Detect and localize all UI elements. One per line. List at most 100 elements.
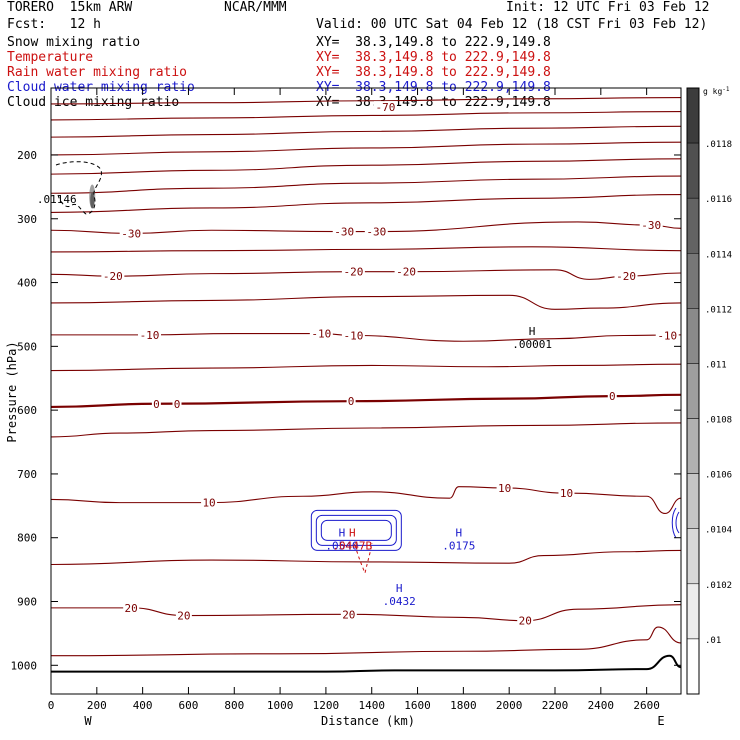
isotherm-line	[50, 486, 682, 515]
colorbar-swatch	[686, 473, 700, 529]
y-tick-label: 300	[17, 213, 37, 226]
temperature-label: -30	[334, 226, 354, 239]
y-tick-label: 1000	[11, 659, 38, 672]
plot-frame	[50, 87, 682, 695]
isotherm-line	[50, 363, 682, 372]
colorbar-tick-label: .0112	[705, 305, 732, 315]
max-value: .01146	[37, 193, 77, 206]
temperature-label-bg	[517, 614, 534, 626]
colorbar-swatch	[686, 142, 700, 199]
x-tick-label: 400	[133, 699, 153, 712]
temperature-label-bg	[101, 270, 125, 282]
temperature-label-bg	[138, 328, 162, 340]
isotherm-line	[50, 125, 682, 138]
x-tick-label: 2200	[542, 699, 569, 712]
colorbar-swatch	[686, 363, 700, 419]
max-value: .0447B	[332, 539, 372, 552]
isotherm-line	[50, 626, 682, 657]
temperature-label: 20	[519, 615, 532, 628]
isotherm-line	[50, 549, 682, 566]
x-axis-label: Distance (km)	[321, 714, 415, 728]
x-tick-label: 0	[48, 699, 55, 712]
temperature-label-bg	[151, 397, 161, 409]
temperature-label-bg	[172, 397, 182, 409]
temperature-label-bg	[175, 609, 192, 621]
y-axis-label: Pressure (hPa)	[5, 341, 19, 442]
temperature-label-bg	[364, 225, 388, 237]
temperature-label: 0	[153, 398, 160, 411]
temperature-label-bg	[332, 225, 356, 237]
isotherm-line	[50, 294, 682, 310]
x-tick-label: 600	[179, 699, 199, 712]
cloud-water-contour	[320, 519, 392, 541]
colorbar-tick-label: .0102	[705, 581, 732, 591]
x-tick-label: 1800	[450, 699, 477, 712]
colorbar-swatch	[686, 197, 700, 254]
contour-labels: -70 -30 -30 -30 -30 -20 -20 -20 -20 -10 -10 -10 -10 0…	[37, 101, 679, 628]
max-marker: H	[455, 526, 462, 539]
temperature-label: -30	[641, 219, 661, 232]
temperature-label: 10	[202, 497, 215, 510]
y-tick-label: 400	[17, 277, 37, 290]
y-tick-label: 800	[17, 532, 37, 545]
temperature-label: -30	[366, 226, 386, 239]
colorbar-swatch	[686, 308, 700, 364]
temperature-label-bg	[119, 227, 143, 239]
temperature-label-bg	[341, 265, 365, 277]
temperature-label-bg	[346, 395, 356, 407]
temperature-label: 10	[498, 482, 511, 495]
model-title: TORERO 15km ARW	[7, 0, 133, 15]
cloud-water-contour	[310, 509, 402, 551]
forecast-hour: Fcst: 12 h	[7, 17, 101, 32]
valid-time: Valid: 00 UTC Sat 04 Feb 12 (18 CST Fri …	[316, 17, 708, 32]
max-marker: H	[339, 526, 346, 539]
colorbar-swatch	[686, 418, 700, 474]
x-tick-label: 1400	[358, 699, 385, 712]
isotherm-line	[50, 141, 682, 156]
colorbar-tick-label: .0114	[705, 250, 732, 260]
temperature-label: -30	[121, 227, 141, 240]
max-value: .0175	[442, 539, 475, 552]
temperature-label: -70	[376, 101, 396, 114]
isotherm-line	[51, 604, 682, 622]
cloud-water-contour-edge	[671, 507, 677, 539]
max-marker: H	[396, 582, 403, 595]
axes: 0 200 400 600 800 1000 1200 1400 1600 1800 2000 220…	[11, 88, 681, 712]
colorbar-swatch	[686, 583, 700, 640]
x-axis-west-label: W	[84, 714, 92, 728]
temperature-label-bg	[655, 329, 679, 341]
x-tick-label: 1600	[404, 699, 431, 712]
x-tick-label: 2400	[588, 699, 615, 712]
temperature-label: 0	[348, 395, 355, 408]
legend-temperature-label: Temperature	[7, 50, 94, 65]
temperature-label-bg	[394, 265, 418, 277]
legend-snow-xy: XY= 38.3,149.8 to 222.9,149.8	[316, 35, 551, 50]
temperature-label-bg	[123, 601, 140, 613]
temperature-label-bg	[340, 608, 357, 620]
temperature-label: 0	[609, 390, 616, 403]
isotherm-line	[50, 175, 682, 194]
isotherm-line	[50, 246, 682, 253]
colorbar-tick-label: .01	[705, 636, 721, 646]
cloud-water-contour-edge	[675, 511, 680, 534]
temperature-label-bg	[496, 481, 513, 493]
isotherm-line	[50, 269, 682, 280]
legend-snow-label: Snow mixing ratio	[7, 35, 141, 50]
isotherm-line	[50, 158, 682, 175]
max-marker: H	[529, 325, 536, 338]
x-tick-label: 2600	[633, 699, 660, 712]
max-value: .00001	[512, 338, 552, 351]
temperature-label-bg	[201, 496, 218, 508]
legend-rain-label: Rain water mixing ratio	[7, 65, 188, 80]
temperature-label: -20	[616, 270, 636, 283]
colorbar-swatch	[686, 528, 700, 585]
isotherm-line	[50, 193, 682, 213]
legend-temperature-xy: XY= 38.3,149.8 to 222.9,149.8	[316, 50, 551, 65]
temperature-label-bg	[614, 270, 638, 282]
temperature-label: 20	[342, 608, 355, 621]
max-value: .0432	[383, 595, 416, 608]
y-tick-label: 900	[17, 596, 37, 609]
snow-contour	[55, 161, 102, 215]
colorbar-unit: g kg-1	[703, 86, 730, 96]
temperature-label: 20	[177, 610, 190, 623]
